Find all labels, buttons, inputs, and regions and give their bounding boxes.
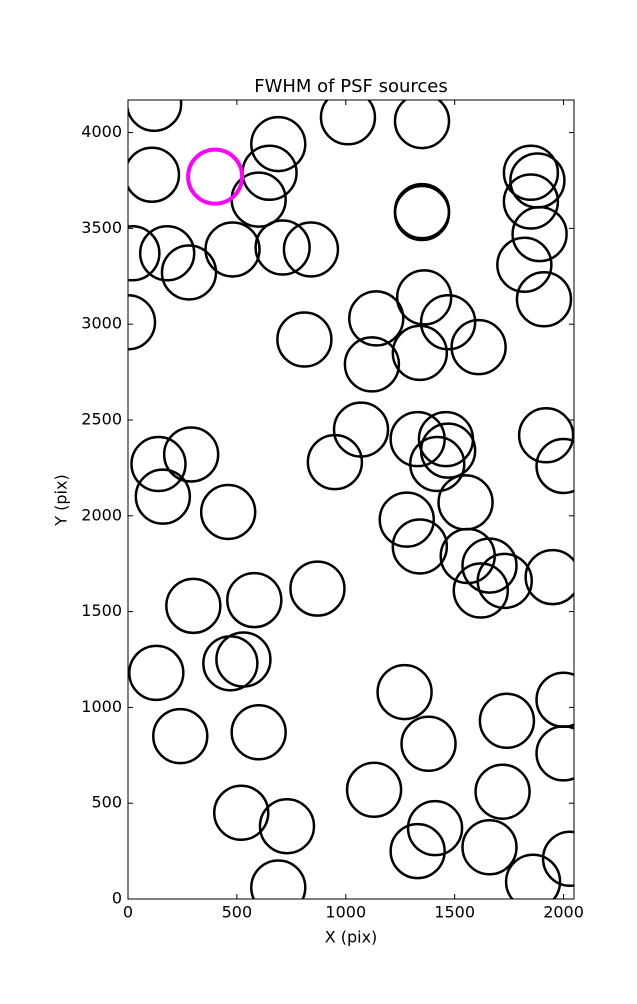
source-circle bbox=[204, 221, 261, 278]
source-circle bbox=[258, 797, 316, 855]
source-circle bbox=[250, 115, 307, 173]
source-circle bbox=[215, 631, 272, 688]
source-circle bbox=[450, 318, 507, 376]
source-circle bbox=[476, 552, 533, 610]
source-circle bbox=[250, 859, 307, 899]
source-circle bbox=[378, 491, 435, 548]
plot-area bbox=[128, 100, 574, 899]
y-tick-label: 3000 bbox=[81, 314, 122, 333]
source-circle bbox=[517, 407, 574, 464]
source-circle bbox=[452, 562, 510, 619]
y-tick-label: 2500 bbox=[81, 409, 122, 428]
source-circle bbox=[400, 715, 457, 773]
source-circle bbox=[345, 761, 403, 819]
x-tick-label: 0 bbox=[123, 903, 133, 922]
source-circle bbox=[524, 548, 574, 606]
source-circle bbox=[461, 537, 518, 594]
y-axis-label: Y (pix) bbox=[52, 474, 71, 526]
source-circle bbox=[254, 219, 311, 276]
source-circle bbox=[199, 483, 257, 541]
y-tick-label: 3500 bbox=[81, 218, 122, 237]
x-tick-label: 2000 bbox=[543, 903, 584, 922]
y-tick-label: 0 bbox=[112, 889, 122, 908]
source-circle bbox=[389, 822, 446, 880]
source-circle bbox=[504, 853, 562, 899]
source-circle bbox=[391, 324, 449, 382]
source-circle bbox=[419, 422, 477, 479]
y-tick-label: 1000 bbox=[81, 697, 122, 716]
source-circle bbox=[276, 311, 333, 368]
source-circle bbox=[393, 184, 451, 242]
x-axis-label: X (pix) bbox=[325, 928, 378, 947]
x-tick-label: 500 bbox=[222, 903, 253, 922]
source-circle bbox=[128, 225, 161, 282]
source-circle bbox=[502, 173, 560, 230]
source-circle bbox=[130, 435, 187, 493]
source-circle bbox=[226, 571, 283, 629]
source-circle bbox=[152, 707, 209, 765]
source-circle bbox=[134, 468, 192, 525]
source-circle bbox=[496, 236, 553, 294]
chart-title: FWHM of PSF sources bbox=[254, 76, 448, 97]
source-circle bbox=[319, 100, 377, 146]
source-circle bbox=[461, 819, 518, 876]
source-circle bbox=[535, 437, 574, 495]
y-tick-label: 1500 bbox=[81, 601, 122, 620]
source-circle bbox=[515, 271, 573, 328]
source-circle bbox=[406, 799, 464, 857]
source-circle bbox=[511, 205, 568, 263]
source-circle bbox=[165, 577, 222, 635]
source-circle bbox=[186, 147, 245, 206]
source-circle bbox=[474, 763, 531, 820]
plot-frame bbox=[127, 99, 575, 900]
source-circle bbox=[128, 644, 185, 702]
source-circle bbox=[541, 830, 574, 888]
source-circle bbox=[160, 244, 218, 301]
source-circle bbox=[419, 294, 477, 351]
source-circle bbox=[393, 100, 451, 150]
source-circle bbox=[408, 435, 466, 493]
source-circle bbox=[230, 704, 287, 761]
x-tick-label: 1000 bbox=[325, 903, 366, 922]
source-circle bbox=[162, 426, 220, 483]
source-circle bbox=[478, 692, 536, 750]
source-circle bbox=[348, 290, 405, 347]
source-circle bbox=[376, 663, 433, 721]
source-circle bbox=[502, 144, 560, 202]
source-circle bbox=[535, 725, 574, 782]
source-circle bbox=[343, 336, 401, 393]
source-circle bbox=[282, 221, 340, 278]
source-circle bbox=[128, 146, 181, 203]
source-circle bbox=[306, 433, 364, 491]
source-circle bbox=[212, 784, 270, 842]
source-circle bbox=[128, 294, 157, 351]
source-circle bbox=[289, 560, 346, 617]
source-circle bbox=[395, 269, 453, 326]
source-circle bbox=[391, 518, 449, 575]
y-tick-label: 2000 bbox=[81, 505, 122, 524]
source-circle bbox=[128, 100, 183, 133]
y-tick-label: 500 bbox=[91, 793, 122, 812]
x-tick-label: 1500 bbox=[434, 903, 475, 922]
source-circle bbox=[138, 225, 196, 282]
y-tick-label: 4000 bbox=[81, 122, 122, 141]
